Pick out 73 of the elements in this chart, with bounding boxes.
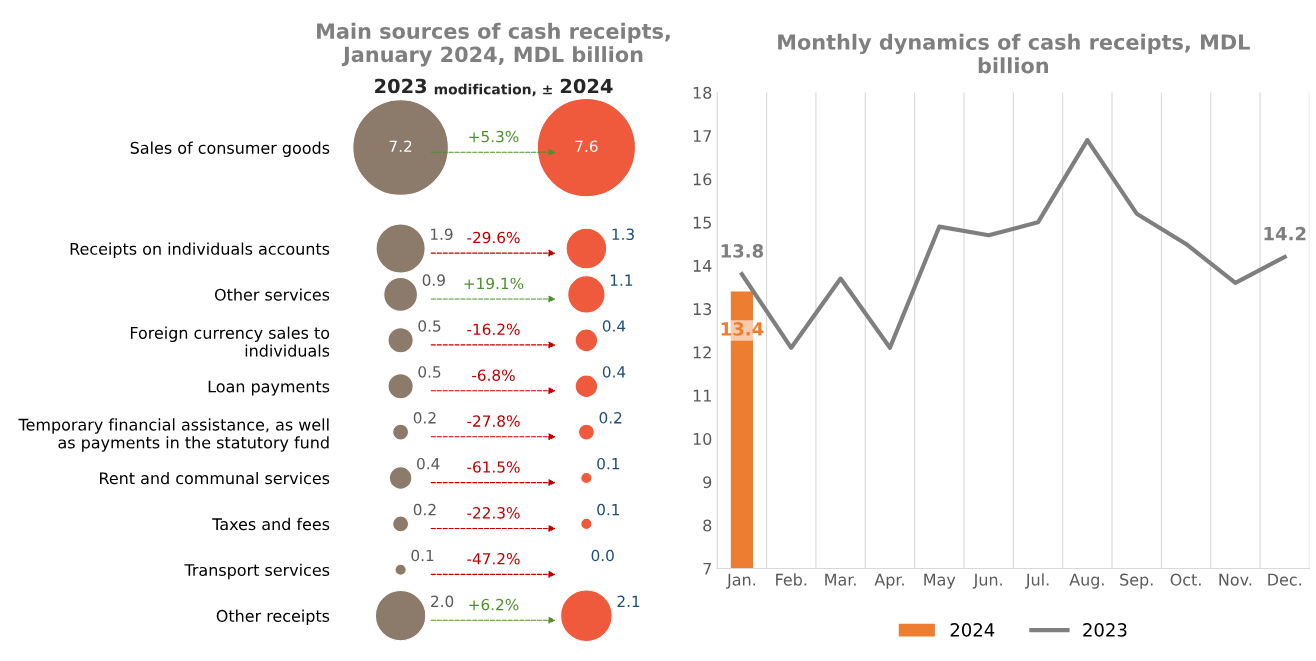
category-label: Other services — [214, 288, 330, 301]
data-label: 0.1 — [411, 549, 434, 562]
data-label: 0.5 — [418, 366, 441, 378]
series-label: 2023 — [375, 78, 427, 94]
category-label: Other receipts — [216, 609, 330, 626]
chart-title: Monthly dynamics of cash receipts, MDL billion — [778, 33, 1250, 74]
category-label: Rent and communal services — [100, 471, 330, 485]
y-tick-label: 13 — [693, 303, 712, 316]
x-tick-label: Mar. — [825, 573, 856, 586]
x-tick-label: Nov. — [1219, 573, 1252, 586]
category-label: Loan payments — [208, 380, 330, 396]
x-tick-label: Jan. — [726, 573, 756, 589]
category-label: Foreign currency sales to individuals — [130, 326, 330, 357]
y-tick-label: 9 — [703, 476, 712, 489]
y-tick-label: 16 — [693, 173, 712, 186]
y-tick-label: 12 — [693, 346, 711, 359]
data-label: 0.0 — [591, 549, 614, 562]
data-label: 0.4 — [417, 457, 440, 470]
text: modification, ± — [434, 83, 552, 97]
y-tick-label: 17 — [693, 130, 711, 142]
legend-label: 2024 — [950, 623, 995, 637]
data-label: 7.2 — [389, 140, 412, 152]
data-label: 0.2 — [413, 412, 436, 424]
x-tick-label: May — [924, 573, 956, 589]
text: -61.5% — [467, 461, 520, 473]
data-label: 0.4 — [602, 366, 626, 378]
text: -16.2% — [467, 323, 520, 336]
data-label: 0.5 — [418, 320, 441, 332]
data-label: 0.2 — [413, 503, 436, 516]
data-label: 1.1 — [610, 274, 633, 286]
text: -29.6% — [467, 231, 520, 244]
series-label: 2024 — [560, 78, 613, 94]
text: -47.2% — [467, 552, 520, 565]
category-label: Taxes and fees — [212, 517, 330, 531]
data-label: 1.3 — [612, 228, 634, 241]
legend-label: 2023 — [1083, 623, 1127, 637]
y-tick-label: 11 — [693, 389, 711, 402]
text: -27.8% — [467, 415, 520, 427]
x-tick-label: Jul. — [1025, 573, 1049, 589]
data-label: 14.2 — [1264, 226, 1306, 241]
data-label: 2.1 — [617, 595, 640, 607]
data-label: 0.4 — [602, 320, 626, 332]
data-label: 2.0 — [431, 595, 454, 608]
category-label: Receipts on individuals accounts — [70, 242, 330, 258]
x-tick-label: Dec. — [1268, 573, 1302, 586]
x-tick-label: Aug. — [1069, 573, 1104, 589]
y-tick-label: 18 — [693, 86, 712, 99]
category-label: Sales of consumer goods — [130, 141, 330, 157]
text: Main sources of cash receipts, January 2024, MDL billion — [317, 22, 670, 67]
data-label: 1.9 — [431, 228, 453, 241]
data-label: 0.2 — [599, 412, 622, 424]
data-label: 13.8 — [721, 244, 764, 258]
data-label: 0.1 — [597, 503, 620, 516]
x-tick-label: Oct. — [1170, 573, 1201, 586]
text: +6.2% — [469, 598, 519, 611]
y-tick-label: 10 — [693, 432, 712, 445]
x-tick-label: Feb. — [776, 573, 807, 586]
category-label: Transport services — [184, 563, 330, 580]
y-tick-label: 7 — [703, 562, 711, 575]
y-tick-label: 8 — [703, 519, 712, 532]
y-tick-label: 14 — [693, 260, 712, 272]
x-tick-label: Sep. — [1120, 573, 1153, 589]
text: +19.1% — [464, 277, 524, 290]
category-label: Temporary financial assistance, as well as payments in the statutory fund — [18, 418, 329, 452]
text: -22.3% — [467, 507, 520, 519]
x-tick-label: Jun. — [972, 573, 1002, 589]
data-label: 0.1 — [597, 457, 620, 470]
data-label: 7.6 — [575, 140, 598, 153]
x-tick-label: Apr. — [874, 573, 904, 589]
data-label: 0.9 — [422, 274, 445, 286]
y-tick-label: 15 — [693, 216, 711, 229]
text: +5.3% — [469, 130, 519, 143]
text: -6.8% — [472, 369, 515, 381]
